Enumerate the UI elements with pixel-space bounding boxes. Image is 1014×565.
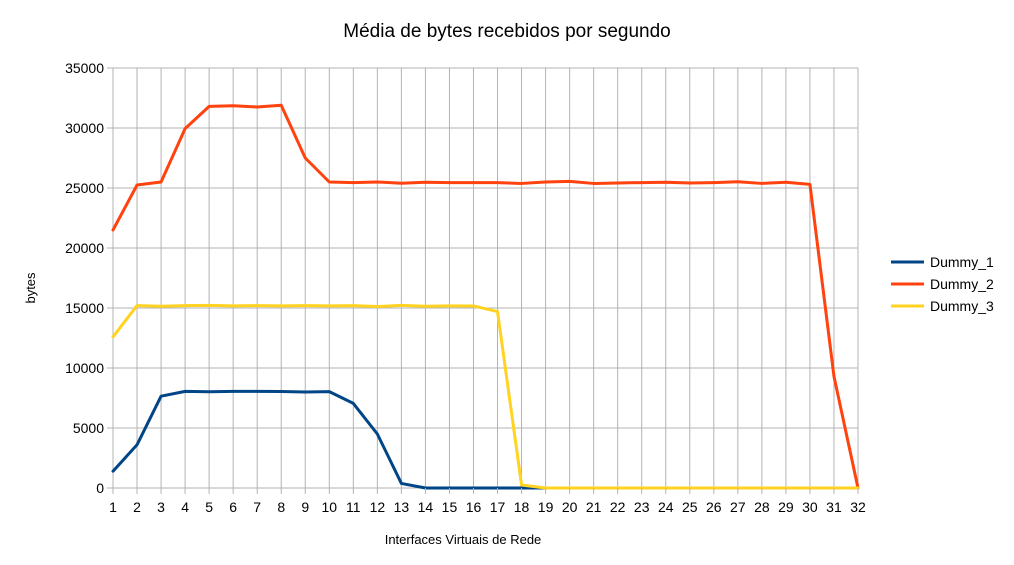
x-tick-label: 8	[277, 499, 285, 515]
y-tick-label: 20000	[65, 240, 104, 256]
x-tick-label: 32	[850, 499, 866, 515]
x-tick-label: 30	[802, 499, 818, 515]
x-tick-label: 6	[229, 499, 237, 515]
legend-label: Dummy_2	[930, 276, 994, 292]
x-tick-label: 22	[610, 499, 626, 515]
x-tick-label: 27	[730, 499, 746, 515]
x-tick-label: 17	[490, 499, 506, 515]
x-tick-label: 16	[466, 499, 482, 515]
x-tick-label: 12	[370, 499, 386, 515]
grid	[112, 67, 859, 489]
y-tick-label: 30000	[65, 120, 104, 136]
x-tick-label: 23	[634, 499, 650, 515]
x-tick-label: 4	[181, 499, 189, 515]
legend-label: Dummy_3	[930, 298, 994, 314]
x-tick-label: 5	[205, 499, 213, 515]
x-tick-label: 20	[562, 499, 578, 515]
x-tick-label: 28	[754, 499, 770, 515]
x-tick-label: 10	[322, 499, 338, 515]
series-line-dummy-1	[111, 389, 860, 490]
y-tick-label: 5000	[73, 420, 104, 436]
y-axis-label: bytes	[23, 272, 38, 304]
chart-title: Média de bytes recebidos por segundo	[343, 21, 670, 42]
y-tick-label: 10000	[65, 360, 104, 376]
x-tick-label: 18	[514, 499, 530, 515]
y-tick-label: 35000	[65, 60, 104, 76]
x-tick-label: 26	[706, 499, 722, 515]
x-tick-label: 24	[658, 499, 674, 515]
y-tick-label: 15000	[65, 300, 104, 316]
series-line-dummy-2	[111, 103, 860, 490]
x-tick-label: 7	[253, 499, 261, 515]
x-tick-label: 29	[778, 499, 794, 515]
x-tick-label: 19	[538, 499, 554, 515]
x-tick-label: 2	[133, 499, 141, 515]
x-tick-label: 25	[682, 499, 698, 515]
y-tick-label: 25000	[65, 180, 104, 196]
series-line-dummy-3	[111, 303, 860, 490]
legend: Dummy_1 Dummy_2 Dummy_3	[891, 254, 994, 314]
x-tick-label: 13	[394, 499, 410, 515]
x-tick-label: 11	[346, 499, 361, 515]
series-lines	[111, 103, 860, 490]
x-tick-label: 15	[442, 499, 458, 515]
x-tick-label: 1	[109, 499, 117, 515]
y-tick-label: 0	[96, 480, 104, 496]
x-axis-label: Interfaces Virtuais de Rede	[385, 532, 542, 547]
x-tick-label: 31	[826, 499, 842, 515]
x-tick-label: 3	[157, 499, 165, 515]
x-tick-label: 14	[418, 499, 434, 515]
x-tick-label: 9	[301, 499, 309, 515]
x-tick-label: 21	[586, 499, 602, 515]
legend-label: Dummy_1	[930, 254, 994, 270]
